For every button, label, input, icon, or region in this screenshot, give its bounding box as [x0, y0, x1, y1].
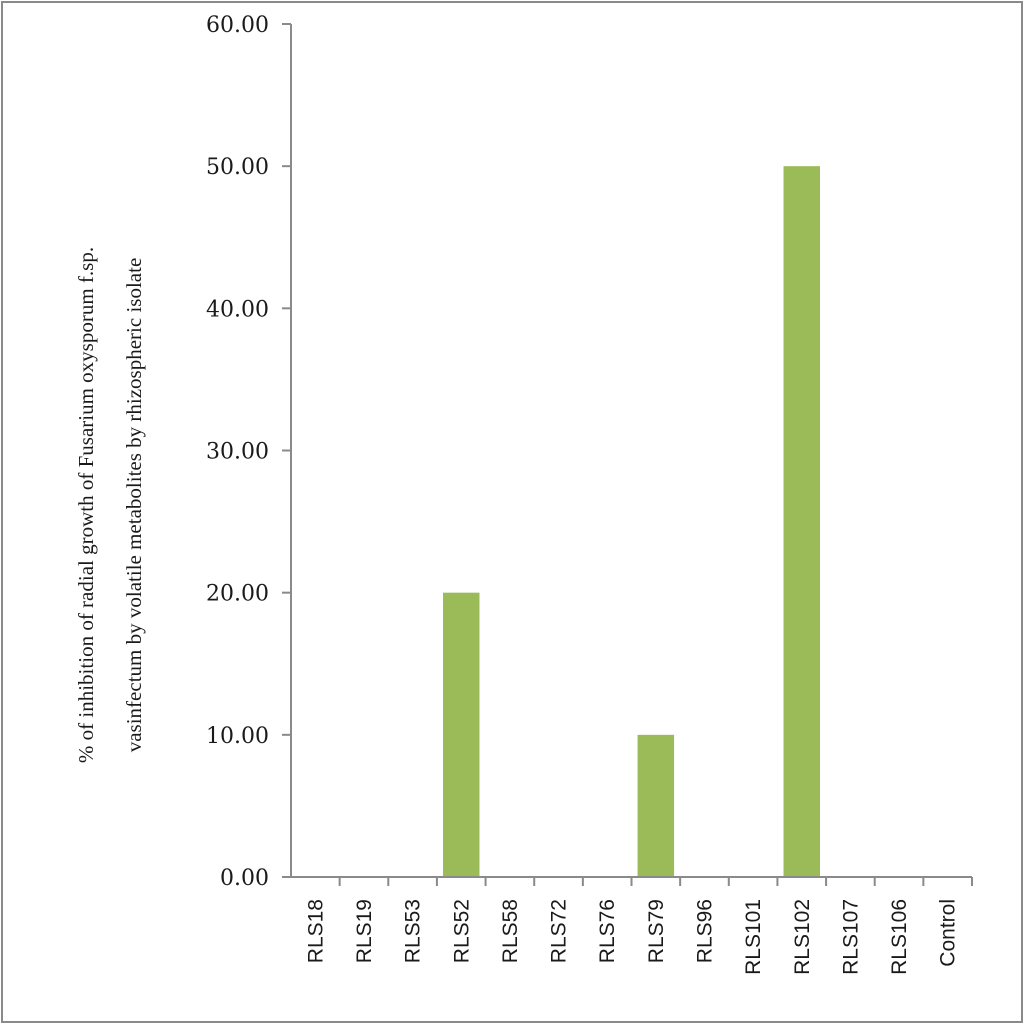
x-tick-label-rls79: RLS79 — [645, 899, 668, 963]
x-tick-label-rls107: RLS107 — [839, 899, 862, 975]
x-tick-label-rls58: RLS58 — [499, 899, 522, 963]
y-tick-label: 10.00 — [206, 724, 269, 749]
bars — [443, 166, 820, 877]
x-tick-label-rls18: RLS18 — [304, 899, 327, 963]
x-tick-label-rls52: RLS52 — [450, 899, 473, 963]
x-tick-label-rls76: RLS76 — [596, 899, 619, 963]
y-axis-title-line-1: % of inhibition of radial growth of Fusa… — [74, 247, 98, 763]
bar-rls102 — [783, 166, 820, 877]
x-tick-label-rls19: RLS19 — [353, 899, 376, 963]
x-tick-label-rls101: RLS101 — [742, 899, 765, 975]
y-tick-label: 30.00 — [206, 440, 269, 465]
y-axis-title: % of inhibition of radial growth of Fusa… — [74, 247, 146, 763]
x-tick-label-control: Control — [937, 899, 960, 967]
x-tick-label-rls96: RLS96 — [693, 899, 716, 963]
bar-rls52 — [443, 592, 480, 877]
x-tick-label-rls72: RLS72 — [548, 899, 571, 963]
y-axis-ticks: 0.00 10.00 20.00 30.00 40.00 50.00 60.00 — [206, 13, 291, 891]
x-tick-label-rls53: RLS53 — [402, 899, 425, 963]
y-tick-label: 0.00 — [220, 866, 269, 891]
y-tick-label: 40.00 — [206, 297, 269, 322]
y-tick-label: 60.00 — [206, 13, 269, 38]
y-axis-title-line-2: vasinfectum by volatile metabolites by r… — [122, 258, 146, 753]
y-tick-label: 50.00 — [206, 155, 269, 180]
x-tick-label-rls102: RLS102 — [791, 899, 814, 975]
x-tick-label-rls106: RLS106 — [888, 899, 911, 975]
x-axis-labels: RLS18 RLS19 RLS53 RLS52 RLS58 RLS72 RLS76 RLS79… — [304, 877, 973, 975]
bar-rls79 — [637, 734, 675, 877]
y-tick-label: 20.00 — [206, 582, 269, 607]
